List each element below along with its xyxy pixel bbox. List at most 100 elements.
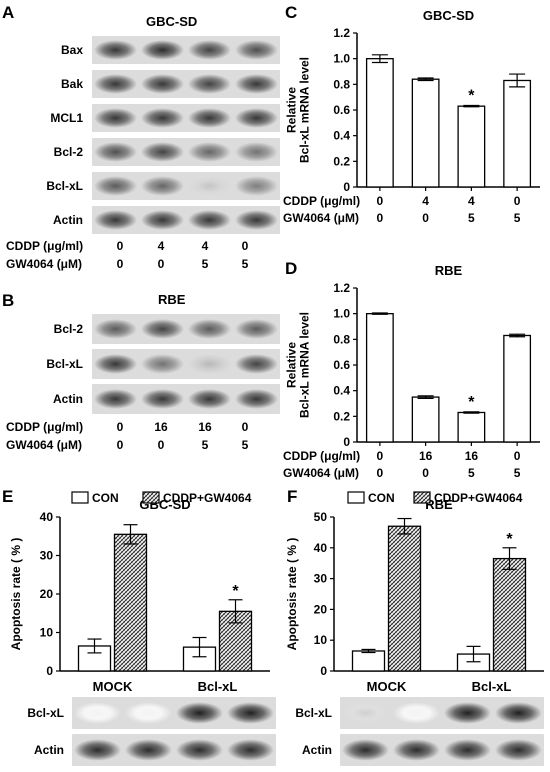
blot-band bbox=[187, 141, 232, 163]
blot-strip bbox=[92, 36, 280, 64]
blot-band bbox=[140, 141, 185, 163]
condition-value: 0 bbox=[116, 239, 124, 253]
condition-value: 5 bbox=[514, 466, 521, 480]
panel-letter-b: B bbox=[2, 291, 15, 310]
blot-band bbox=[140, 107, 185, 129]
bar bbox=[503, 334, 532, 443]
blot-band bbox=[342, 737, 389, 763]
condition-value: 5 bbox=[468, 466, 475, 480]
bar bbox=[411, 396, 440, 443]
condition-value: 0 bbox=[157, 257, 165, 271]
condition-value: 0 bbox=[377, 449, 384, 463]
y-tick-label: 0 bbox=[320, 664, 327, 678]
blot-band bbox=[187, 175, 232, 197]
blot-strip bbox=[92, 104, 280, 132]
blot-band bbox=[93, 73, 138, 95]
y-tick-label: 1.0 bbox=[333, 307, 350, 321]
blot-band bbox=[140, 175, 185, 197]
blot-band bbox=[234, 352, 279, 376]
condition-value: 16 bbox=[465, 449, 479, 463]
blot-row-label: Bax bbox=[60, 43, 83, 57]
blot-band bbox=[444, 737, 491, 763]
y-tick-label: 1.2 bbox=[333, 26, 350, 40]
condition-value: 5 bbox=[241, 438, 249, 452]
y-tick-label: 10 bbox=[314, 633, 328, 647]
chart-panel-d: 0 0.2 0.4 0.6 0.8 1.0 1.2 Relative Bcl-xL mRNA l… bbox=[283, 263, 540, 480]
blot-band bbox=[495, 700, 542, 726]
condition-value: 5 bbox=[514, 211, 521, 225]
blot-row-label: Actin bbox=[53, 392, 83, 406]
significance-mark: * bbox=[468, 394, 475, 411]
y-tick-label: 0.6 bbox=[333, 103, 350, 117]
blot-band bbox=[234, 73, 279, 95]
y-tick-label: 0.2 bbox=[333, 409, 350, 423]
blot-band bbox=[234, 387, 279, 411]
y-tick-label: 1.2 bbox=[333, 281, 350, 295]
condition-label: CDDP (μg/ml) bbox=[283, 449, 360, 463]
blot-band bbox=[125, 700, 172, 726]
condition-value: 16 bbox=[419, 449, 433, 463]
blot-strip bbox=[92, 70, 280, 98]
condition-value: 5 bbox=[201, 438, 209, 452]
panel-letter-d: D bbox=[285, 259, 298, 278]
blot-band bbox=[234, 175, 279, 197]
blot-strip bbox=[340, 697, 544, 729]
blot-band bbox=[140, 73, 185, 95]
blot-strip bbox=[92, 172, 280, 200]
bar bbox=[365, 313, 394, 443]
blot-band bbox=[342, 700, 389, 726]
blot-row-label: Actin bbox=[53, 213, 83, 227]
y-tick-label: 0.6 bbox=[333, 358, 350, 372]
blot-strip bbox=[72, 734, 276, 766]
legend-swatch bbox=[71, 491, 89, 504]
y-tick-label: 0 bbox=[343, 435, 350, 449]
condition-value: 0 bbox=[377, 466, 384, 480]
panel-letter-f: F bbox=[287, 487, 298, 506]
blot-band bbox=[74, 737, 121, 763]
condition-value: 5 bbox=[201, 257, 209, 271]
blot-strip bbox=[340, 734, 544, 766]
condition-label: CDDP (μg/ml) bbox=[6, 239, 84, 253]
condition-label: CDDP (μg/ml) bbox=[283, 194, 360, 208]
blot-band bbox=[93, 175, 138, 197]
legend-label: CON bbox=[368, 491, 395, 505]
blot-band bbox=[93, 352, 138, 376]
blot-band bbox=[176, 737, 223, 763]
blot-row-label: Bcl-2 bbox=[53, 145, 83, 159]
condition-value: 0 bbox=[377, 194, 384, 208]
blot-strip bbox=[92, 349, 280, 379]
y-tick-label: 10 bbox=[40, 626, 54, 640]
y-axis-label: Relative bbox=[285, 342, 299, 388]
condition-value: 0 bbox=[377, 211, 384, 225]
y-tick-label: 0 bbox=[343, 180, 350, 194]
blot-band bbox=[187, 73, 232, 95]
blot-band bbox=[187, 317, 232, 341]
bar bbox=[492, 557, 527, 672]
blot-band bbox=[125, 737, 172, 763]
blot-row-label: Bak bbox=[60, 77, 83, 91]
y-tick-label: 0 bbox=[46, 664, 53, 678]
blot-band bbox=[187, 352, 232, 376]
blot-band bbox=[140, 209, 185, 231]
blot-band bbox=[74, 700, 121, 726]
condition-value: 4 bbox=[201, 239, 209, 253]
blot-strip bbox=[92, 384, 280, 414]
blot-row-label: Bcl-xL bbox=[46, 357, 83, 371]
y-tick-label: 30 bbox=[314, 572, 328, 586]
bar bbox=[457, 105, 486, 188]
condition-value: 16 bbox=[198, 420, 212, 434]
y-tick-label: 0.8 bbox=[333, 332, 350, 346]
panel-b-title: RBE bbox=[158, 292, 186, 307]
bar bbox=[503, 79, 532, 188]
condition-value: 4 bbox=[468, 194, 475, 208]
bar bbox=[387, 525, 422, 672]
condition-value: 0 bbox=[514, 194, 521, 208]
blot-band bbox=[93, 141, 138, 163]
y-axis-label: Apoptosis rate ( % ) bbox=[285, 538, 299, 651]
x-tick-label: MOCK bbox=[93, 679, 133, 694]
blot-band bbox=[234, 141, 279, 163]
y-axis-label: Bcl-xL mRNA level bbox=[298, 312, 312, 418]
blot-band bbox=[176, 700, 223, 726]
legend-swatch bbox=[142, 491, 160, 504]
blot-strip bbox=[72, 697, 276, 729]
